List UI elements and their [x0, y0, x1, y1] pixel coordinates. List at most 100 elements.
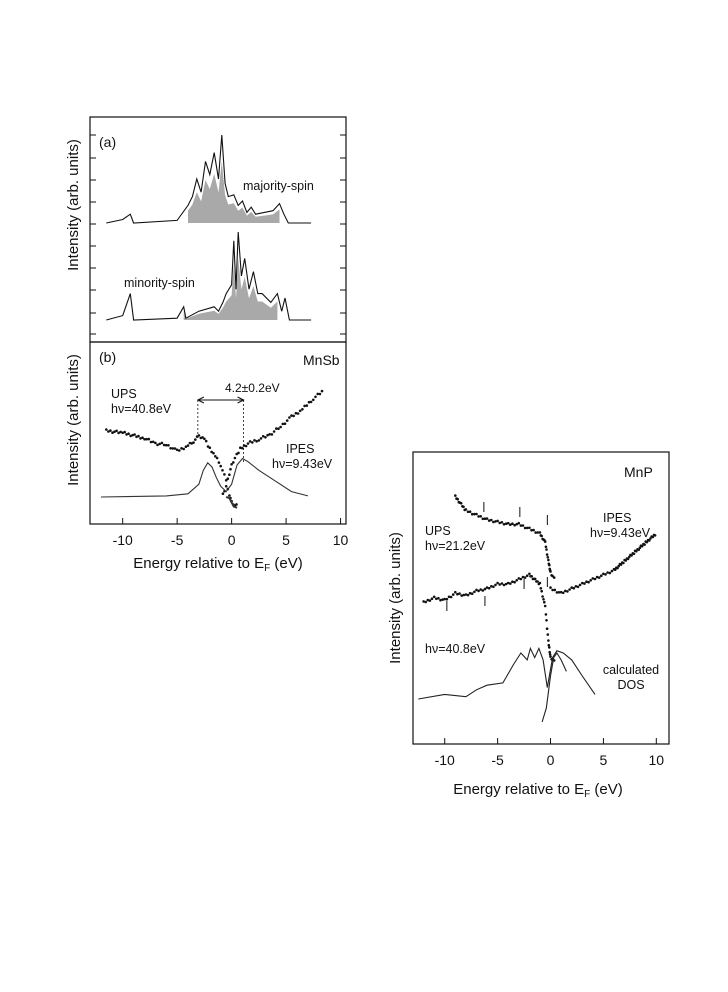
ups-408-point [500, 582, 504, 585]
ups-408-point [545, 627, 549, 630]
ups-point [208, 446, 212, 450]
ups-408-point [513, 580, 516, 584]
minority-spin-label: minority-spin [124, 276, 195, 290]
gap-annotation: 4.2±0.2eV [225, 381, 280, 395]
ups-408-point [498, 583, 502, 586]
ipes-point [645, 540, 649, 544]
ipes-point [283, 422, 287, 426]
ipes-point [578, 583, 582, 587]
x-tick-label: -10 [113, 532, 133, 548]
ipes-point [288, 416, 291, 419]
ipes-point [570, 586, 573, 589]
panel-b: (b) MnSb UPS hν=40.8eV IPES hν=9.43eV 4.2±… [89, 341, 349, 574]
ipes-point [653, 534, 657, 537]
ups-point [221, 469, 224, 472]
ipes-point [587, 580, 590, 584]
ups-point [184, 445, 188, 449]
ups-point [139, 437, 142, 440]
majority-spin-label: majority-spin [243, 179, 314, 193]
ups-point [219, 464, 222, 468]
ipes-point [226, 477, 230, 481]
ipes-point [593, 577, 597, 581]
ups-408-point [523, 576, 527, 579]
ipes-point [637, 548, 640, 551]
x-tick-label: -10 [435, 752, 455, 768]
ups-212-point [517, 521, 521, 525]
ups-212-point [515, 522, 518, 526]
ups-point [223, 473, 226, 476]
ipes-point [314, 395, 317, 399]
ups-212-point [504, 522, 508, 525]
shaded-dos-majority [188, 161, 280, 223]
ups-212-point [496, 519, 499, 523]
left-ylabel-upper: Intensity (arb. units) [65, 139, 82, 271]
ups-point [182, 447, 185, 451]
ipes-point [292, 414, 296, 418]
ups-point [203, 437, 206, 441]
ups-point [149, 440, 153, 444]
ups-408-point [502, 583, 506, 587]
ipes-point [259, 437, 263, 440]
ups-408-point [428, 599, 432, 602]
ups-point [137, 434, 140, 438]
ups-408-point [519, 577, 523, 581]
ups-212-point [540, 534, 543, 538]
ups-408-point [458, 592, 461, 595]
ups-point [217, 461, 221, 464]
x-tick-label: -5 [171, 532, 184, 548]
ups-408-point [547, 643, 551, 647]
minority-spin-line [106, 231, 312, 321]
ups-408-point [437, 596, 440, 600]
ups-408-point [422, 600, 425, 603]
ipes-point [277, 427, 280, 431]
mnp-ylabel: Intensity (arb. units) [387, 532, 404, 664]
ups-408-point [426, 598, 430, 602]
shaded-dos-minority [183, 258, 278, 320]
ipes-point [600, 574, 603, 577]
ipes-point [279, 425, 282, 429]
ups-408-point [530, 575, 533, 578]
mnp-title: MnP [624, 464, 653, 480]
ups-408-point [487, 586, 491, 590]
ups-408-point [533, 577, 537, 581]
ups-212-point [500, 521, 504, 524]
ipes-point [604, 573, 607, 576]
ipes-point [261, 435, 265, 438]
ups-212-point [521, 524, 525, 527]
ups-408-point [464, 593, 468, 596]
x-tick-label: 0 [228, 532, 236, 548]
ups-408-point [538, 581, 542, 585]
ipes-point [281, 422, 285, 426]
ups-408-point [515, 579, 518, 582]
mnp-xlabel: Energy relative to EF (eV) [453, 781, 623, 800]
ups-point [127, 432, 130, 436]
ups-408-point [540, 589, 543, 593]
ups-408-point [496, 581, 499, 585]
ups-212-point [545, 553, 549, 556]
ups-point [186, 444, 190, 447]
ups-point [131, 433, 134, 437]
ups-212-point [509, 523, 512, 526]
ipes-point [617, 564, 620, 568]
ipes-point [649, 537, 652, 540]
ipes-point [221, 492, 225, 496]
ups-408-point [479, 588, 483, 591]
ups-408-point [430, 597, 434, 600]
ups-point [165, 443, 168, 447]
ipes-point [290, 414, 293, 417]
ups-point [117, 431, 120, 435]
ipes-point [232, 461, 235, 464]
ups-label: UPS hν=40.8eV [111, 387, 172, 416]
ipes-point [237, 451, 240, 455]
ups-212-point [462, 505, 465, 509]
ups-408-point [509, 582, 512, 585]
ipes-point [320, 389, 324, 393]
panel-a-frame [89, 116, 347, 343]
ups-408-point [424, 600, 428, 604]
ups-point [192, 441, 195, 444]
ups-408-point [460, 594, 464, 597]
ups-408-point [504, 582, 508, 586]
ups-point [143, 438, 146, 441]
ups-point [214, 455, 217, 458]
ipes-point [312, 398, 315, 402]
